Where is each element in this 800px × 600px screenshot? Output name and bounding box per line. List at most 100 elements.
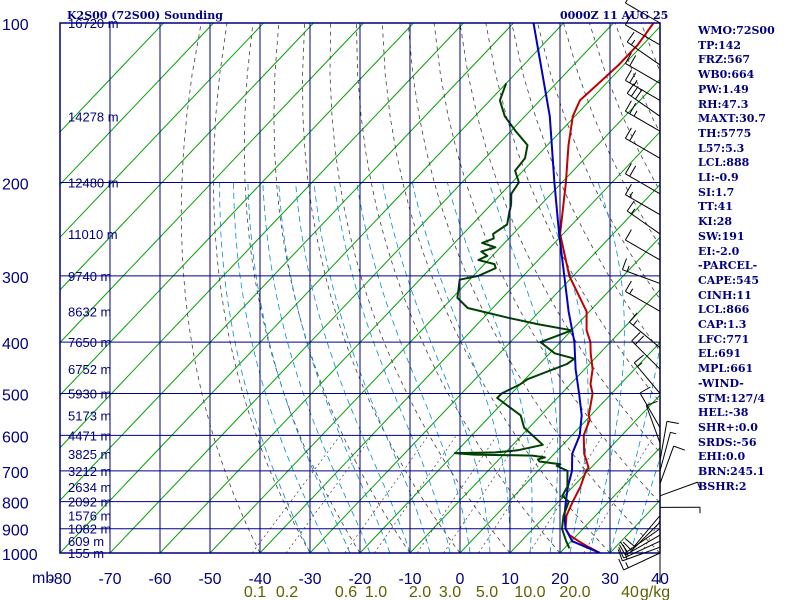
wind-barb xyxy=(659,481,701,497)
wind-barb-half-flag xyxy=(629,191,634,198)
isotherm-line xyxy=(60,23,314,291)
pressure-tick-label: 700 xyxy=(2,465,29,482)
height-label: 2634 m xyxy=(68,480,111,495)
wind-barb-flag xyxy=(629,103,637,114)
dry-adiabat-line xyxy=(180,23,261,553)
wind-barb xyxy=(624,229,661,261)
pressure-tick-label: 800 xyxy=(2,496,29,513)
temperature-tick-label: -20 xyxy=(348,571,371,588)
sounding-index-item: SHR+:0.0 xyxy=(698,420,758,434)
wind-barb-flag xyxy=(646,400,658,406)
wind-barb-flag xyxy=(624,163,632,175)
mixing-ratio-label: 40 xyxy=(621,584,639,600)
dry-adiabat-line xyxy=(407,23,660,553)
temperature-profile xyxy=(559,23,655,553)
isotherm-line xyxy=(60,23,164,133)
mixing-ratio-label: 0.6 xyxy=(335,584,357,600)
pressure-unit-label: mb xyxy=(32,570,54,587)
moist-adiabat-line xyxy=(411,182,511,553)
wind-barb-staff xyxy=(625,137,661,159)
mixing-ratio-label: 10.0 xyxy=(514,584,545,600)
wind-barb-flag xyxy=(624,280,632,292)
isotherm-line xyxy=(60,23,414,396)
wind-barb-half-flag xyxy=(630,39,636,46)
pressure-tick-label: 100 xyxy=(2,17,29,34)
height-label: 6752 m xyxy=(68,362,111,377)
sounding-index-item: LCL:866 xyxy=(698,303,750,317)
wind-barb-flag xyxy=(624,127,632,139)
temperature-tick-label: -50 xyxy=(198,571,221,588)
sounding-index-item: SI:1.7 xyxy=(698,185,735,199)
station-title: K2S00 (72S00) Sounding xyxy=(67,9,223,22)
wind-barb-half-flag xyxy=(633,110,638,117)
wind-barb xyxy=(624,69,661,101)
temperature-tick-label: -70 xyxy=(98,571,121,588)
dry-adiabat-line xyxy=(381,23,611,553)
mixing-ratio-label: g/kg xyxy=(640,584,670,600)
wind-barb-flag xyxy=(619,541,628,552)
wind-barb xyxy=(624,280,661,312)
wind-barb xyxy=(624,163,661,195)
moist-adiabat-line xyxy=(262,182,371,553)
pressure-tick-label: 900 xyxy=(2,523,29,540)
sounding-index-item: MPL:661 xyxy=(698,362,754,376)
height-label: 1082 m xyxy=(68,522,111,537)
wind-barb-flag xyxy=(624,538,635,547)
height-label: 7650 m xyxy=(68,335,111,350)
wind-barb-half-flag xyxy=(626,265,630,272)
isotherm-line xyxy=(60,23,214,186)
sounding-index-item: -PARCEL- xyxy=(698,259,758,273)
sounding-index-item: CAP:1.3 xyxy=(698,318,747,332)
wind-barb-staff xyxy=(625,24,661,46)
wind-barb-half-flag xyxy=(625,562,629,569)
wind-barb xyxy=(624,14,661,46)
wind-barb-staff xyxy=(625,534,661,556)
wind-barb-flag xyxy=(633,354,644,364)
height-label: 14278 m xyxy=(68,109,119,124)
wind-barb xyxy=(645,400,661,444)
wind-barb-flag xyxy=(630,86,639,97)
sounding-index-item: BSHR:2 xyxy=(698,479,747,493)
wind-barb-staff xyxy=(623,540,661,559)
sounding-indices-list: WMO:72S00 TP:142 FRZ:567 WB0:664 PW:1.49 RH:4… xyxy=(698,24,775,495)
sounding-index-item: TP:142 xyxy=(698,38,742,52)
moist-adiabat-line xyxy=(589,182,625,553)
wind-barb-flag xyxy=(624,0,628,4)
mixing-ratio-label: 0.1 xyxy=(244,584,266,600)
wind-barb-flag xyxy=(634,335,645,345)
wind-barb xyxy=(631,332,661,370)
wind-barb-flag xyxy=(629,130,637,142)
wind-barb-half-flag xyxy=(670,431,677,435)
sounding-index-item: -WIND- xyxy=(698,376,744,390)
isotherm-line xyxy=(359,236,660,553)
height-label: 8632 m xyxy=(68,304,111,319)
height-label: 4471 m xyxy=(68,428,111,443)
sounding-index-item: CINH:11 xyxy=(698,288,752,302)
wind-barb-flag xyxy=(634,89,643,100)
isotherm-line xyxy=(309,183,660,553)
wind-barb-flag xyxy=(624,229,632,241)
wind-barb-flag xyxy=(618,558,625,571)
wind-barb-flag xyxy=(618,544,626,556)
isotherm-line xyxy=(259,131,660,553)
isotherm-line xyxy=(509,394,660,553)
sounding-index-item: SRDS:-56 xyxy=(698,435,757,449)
wind-barb xyxy=(624,0,661,24)
wind-barb-half-flag xyxy=(637,362,643,367)
wind-barb-flag xyxy=(626,31,635,43)
temperature-tick-label: -40 xyxy=(248,571,271,588)
wind-barb xyxy=(659,445,686,484)
wind-barb-staff xyxy=(625,79,661,101)
temperature-tick-label: 0 xyxy=(456,571,465,588)
wind-barb-staff xyxy=(623,552,661,571)
wind-barb-flag xyxy=(639,386,651,394)
moist-adiabat-line xyxy=(295,182,411,553)
wind-barb-staff xyxy=(631,340,661,370)
wind-barb-half-flag xyxy=(629,288,634,295)
mixing-ratio-label: 20.0 xyxy=(559,584,590,600)
mixing-ratio-label: 0.2 xyxy=(276,584,298,600)
moist-adiabat-line xyxy=(278,182,391,553)
wind-barb-half-flag xyxy=(630,208,636,215)
wind-barb-staff xyxy=(625,194,661,216)
